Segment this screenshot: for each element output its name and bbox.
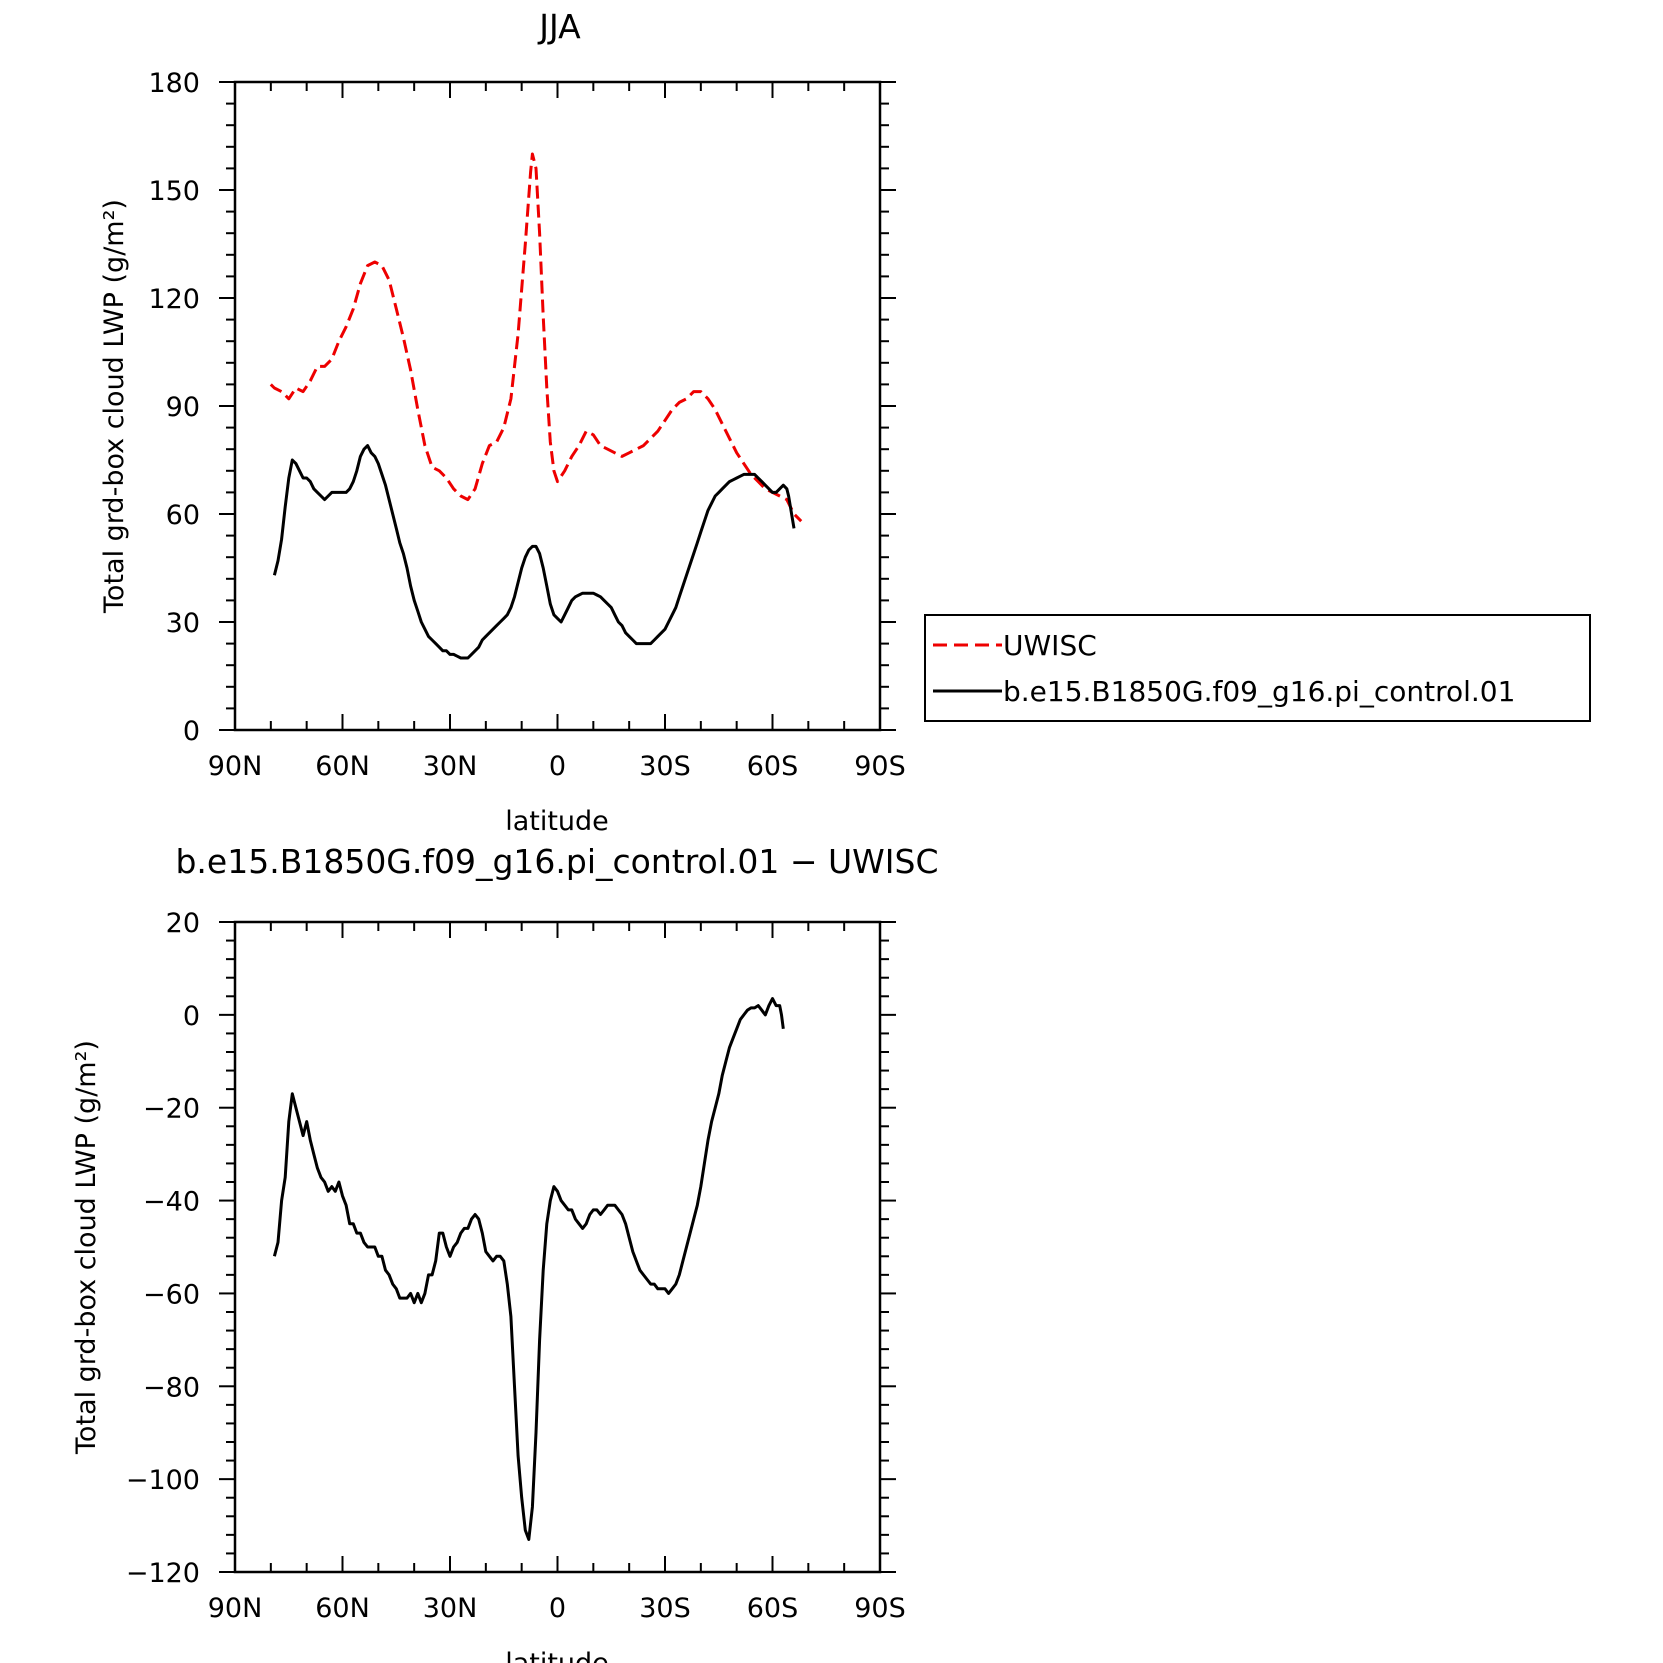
x-tick-label: 30S — [639, 751, 691, 782]
y-tick-label: 120 — [148, 284, 200, 315]
y-tick-label: −60 — [143, 1279, 200, 1310]
top-panel-series — [269, 152, 803, 660]
top-panel-frame — [233, 80, 882, 732]
y-tick-label: 0 — [183, 716, 200, 747]
y-tick-label: 180 — [148, 68, 200, 99]
y-tick-label: −80 — [143, 1372, 200, 1403]
legend-label-uwisc: UWISC — [1003, 629, 1097, 662]
top-panel-ylabel: Total grd-box cloud LWP (g/m²) — [99, 199, 130, 614]
y-tick-label: 90 — [166, 392, 200, 423]
bottom-panel: b.e15.B1850G.f09_g16.pi_control.01 − UWI… — [71, 842, 939, 1663]
x-tick-label: 30S — [639, 1593, 691, 1624]
bottom-panel-series — [272, 997, 785, 1541]
legend-label-model: b.e15.B1850G.f09_g16.pi_control.01 — [1003, 675, 1515, 708]
y-tick-label: −120 — [126, 1558, 200, 1589]
bottom-panel-xlabel: latitude — [505, 1648, 609, 1663]
bottom-panel-title: b.e15.B1850G.f09_g16.pi_control.01 − UWI… — [175, 842, 938, 881]
x-tick-label: 0 — [549, 751, 566, 782]
y-tick-label: −100 — [126, 1465, 200, 1496]
x-tick-label: 60S — [747, 751, 799, 782]
y-tick-label: 0 — [183, 1001, 200, 1032]
y-tick-label: −20 — [143, 1094, 200, 1125]
x-tick-label: 90S — [854, 751, 906, 782]
x-tick-label: 30N — [423, 1593, 478, 1624]
top-panel-xlabel: latitude — [505, 806, 609, 837]
series-line-1-0 — [272, 997, 785, 1541]
x-tick-label: 60N — [315, 751, 370, 782]
legend: UWISC b.e15.B1850G.f09_g16.pi_control.01 — [924, 614, 1591, 722]
x-tick-label: 30N — [423, 751, 478, 782]
x-tick-label: 90N — [208, 751, 263, 782]
y-tick-label: 150 — [148, 176, 200, 207]
y-tick-label: −40 — [143, 1187, 200, 1218]
x-tick-label: 60S — [747, 1593, 799, 1624]
y-tick-label: 60 — [166, 500, 200, 531]
x-tick-label: 0 — [549, 1593, 566, 1624]
top-panel: JJA 90N 60N 30N 0 30S 60S 90S0306090120150180 … — [99, 7, 1591, 837]
top-panel-ticks: 90N 60N 30N 0 30S 60S 90S 0 30 60 90 120 150 180 — [148, 68, 905, 782]
bottom-panel-ylabel: Total grd-box cloud LWP (g/m²) — [71, 1040, 102, 1455]
x-tick-label: 60N — [315, 1593, 370, 1624]
top-panel-title: JJA — [537, 7, 581, 46]
bottom-panel-ticks: 90N 60N 30N 0 30S 60S 90S 20 0 −20 −40 −60 −80 −100 −1… — [126, 908, 906, 1624]
series-line-0-0 — [269, 152, 803, 523]
x-tick-label: 90S — [854, 1593, 906, 1624]
y-tick-label: 20 — [166, 908, 200, 939]
legend-box — [924, 614, 1591, 722]
x-tick-label: 90N — [208, 1593, 263, 1624]
y-tick-label: 30 — [166, 608, 200, 639]
series-line-0-1 — [272, 444, 796, 660]
